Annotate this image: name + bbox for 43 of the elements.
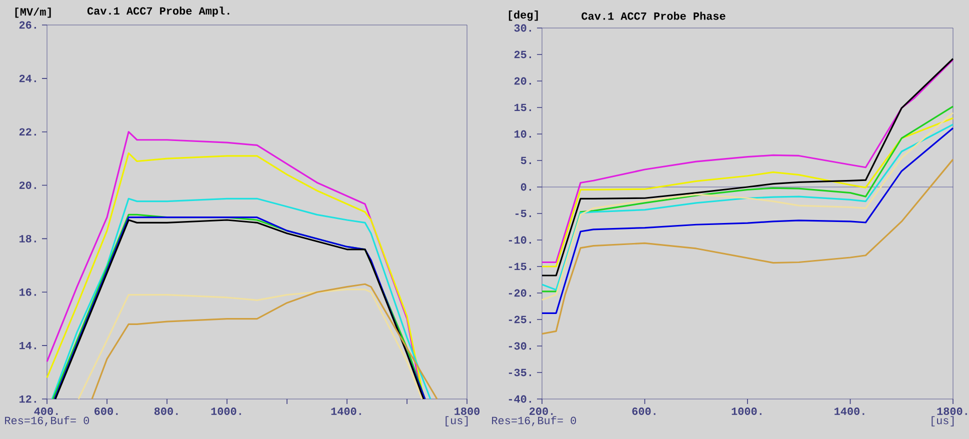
y-tick-label: 0. [520, 183, 531, 191]
y-tick-label: -15. [508, 262, 531, 270]
x-tick-label: 600. [632, 408, 656, 415]
line-series [541, 117, 954, 268]
y-tick-label: -30. [508, 342, 531, 350]
x-tick-label: 400. [34, 408, 58, 415]
y-axis-title: [deg] [508, 10, 538, 21]
y-tick-label: 22. [19, 128, 36, 136]
y-tick-label: 25. [514, 50, 531, 58]
text: Res=16,Buf= 0 [492, 416, 576, 426]
y-tick-label: -25. [508, 316, 531, 324]
x-tick-label: 1400. [331, 408, 361, 415]
x-tick-label: 200. [530, 408, 553, 415]
x-tick-label: 1000. [211, 408, 241, 415]
y-tick-label: 14. [19, 342, 36, 350]
y-tick-label: -35. [508, 368, 531, 376]
chart-title: Cav.1 ACC7 Probe Phase [582, 12, 726, 20]
text: Res=16,Buf= 0 [5, 416, 90, 426]
y-tick-label: 5. [520, 156, 531, 164]
y-tick-label: 16. [19, 288, 36, 296]
y-tick-label: 26. [19, 21, 36, 29]
y-tick-label: -20. [508, 289, 531, 297]
y-tick-label: 10. [514, 130, 531, 138]
y-tick-label: 18. [19, 234, 36, 242]
y-tick-label: -10. [508, 236, 531, 244]
y-axis-title: [MV/m] [15, 8, 51, 18]
x-tick-label: 1800. [937, 408, 967, 415]
y-tick-label: 15. [514, 104, 531, 112]
y-tick-label: 12. [19, 395, 36, 403]
x-axis-title: [us] [932, 416, 954, 426]
y-tick-label: -5. [515, 210, 531, 218]
y-tick-label: 24. [19, 74, 36, 82]
x-tick-label: 1400. [834, 408, 864, 415]
x-tick-label: 600. [94, 408, 118, 415]
y-tick-label: -40. [508, 395, 531, 403]
x-axis-title: [us] [446, 416, 468, 426]
x-tick-label: 1800 [454, 408, 480, 415]
x-tick-label: 1000. [732, 408, 762, 415]
x-tick-label: 800. [154, 408, 178, 415]
y-tick-label: 20. [19, 182, 36, 190]
chart-title: Cav.1 ACC7 Probe Ampl. [87, 6, 230, 17]
y-tick-label: 30. [514, 24, 531, 32]
y-tick-label: 20. [514, 77, 531, 85]
